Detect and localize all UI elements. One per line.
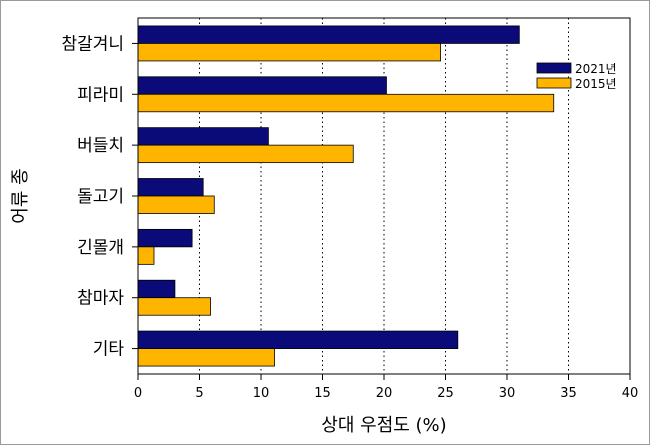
legend-label-2021: 2021년 (575, 62, 617, 76)
bars (137, 25, 555, 367)
category-label-4: 긴몰개 (77, 238, 124, 258)
category-label-3: 돌고기 (77, 187, 124, 207)
x-tick-label-10: 10 (253, 386, 270, 401)
bar-2021-4 (137, 228, 193, 248)
bar-2021-0 (137, 25, 520, 44)
category-label-0: 참갈겨니 (61, 34, 124, 54)
legend-label-2015: 2015년 (575, 77, 617, 91)
x-tick-label-20: 20 (376, 386, 393, 401)
bar-2015-6 (137, 348, 275, 367)
x-tick-label-40: 40 (622, 386, 639, 401)
y-axis-title: 어류 종 (10, 168, 31, 223)
bar-2021-1 (137, 76, 387, 95)
bar-2015-4 (137, 246, 155, 265)
category-label-6: 기타 (93, 340, 125, 360)
bar-2021-2 (137, 127, 269, 146)
bar-2015-2 (137, 144, 354, 164)
bar-2015-0 (137, 43, 441, 62)
x-tick-label-25: 25 (437, 386, 454, 401)
legend-swatch-2015 (536, 77, 572, 89)
x-tick-label-30: 30 (499, 386, 516, 401)
category-label-2: 버들치 (77, 136, 124, 156)
x-tick-label-5: 5 (195, 386, 203, 401)
bar-2015-1 (137, 93, 555, 113)
bar-2021-3 (137, 178, 204, 197)
bar-2015-5 (137, 297, 211, 316)
x-axis-title: 상대 우점도 (%) (321, 415, 446, 436)
x-axis: 0 5 10 15 20 25 30 35 40 (134, 374, 638, 401)
bar-2021-6 (137, 330, 459, 349)
gridlines (199, 18, 569, 374)
legend-swatch-2021 (536, 62, 572, 74)
bar-2015-3 (137, 195, 215, 214)
category-label-1: 피라미 (77, 85, 124, 105)
x-tick-label-0: 0 (134, 386, 142, 401)
x-tick-label-15: 15 (314, 386, 331, 401)
x-tick-label-35: 35 (560, 386, 577, 401)
category-label-5: 참마자 (77, 289, 124, 309)
bar-2021-5 (137, 279, 176, 299)
